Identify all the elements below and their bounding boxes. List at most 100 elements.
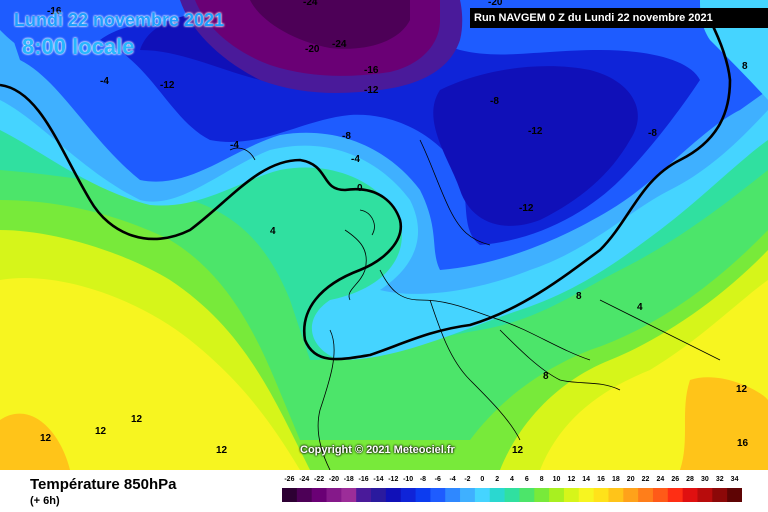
temp-label: 12 (40, 433, 52, 444)
scale-swatch (460, 488, 476, 502)
scale-label: -4 (449, 476, 456, 483)
polar-purple-core (250, 0, 410, 49)
coastlines (229, 139, 721, 470)
scale-label: 4 (510, 476, 514, 483)
scale-label: -12 (388, 476, 399, 483)
scale-label: -24 (299, 476, 310, 483)
temp-label: -8 (490, 96, 499, 107)
scale-swatch (341, 488, 357, 502)
warm-zone-southwest (0, 413, 70, 470)
scale-swatch (727, 488, 742, 502)
scale-label: -6 (434, 476, 441, 483)
scale-label: -26 (284, 476, 295, 483)
temp-label: -20 (305, 44, 320, 55)
scale-swatch (474, 488, 491, 502)
scale-swatch (296, 488, 313, 502)
scale-label: 24 (656, 476, 665, 483)
copyright: Copyright © 2021 Meteociel.fr (300, 444, 455, 456)
temp-label: -4 (351, 154, 360, 165)
temp-label: -12 (160, 80, 175, 91)
scale-label: 10 (552, 476, 561, 483)
scale-swatch (623, 488, 639, 502)
scale-swatch (385, 488, 402, 502)
forecast-date: Lundi 22 novembre 2021 (14, 10, 225, 30)
scale-label: 28 (686, 476, 694, 483)
zero-isotherm (0, 19, 732, 361)
temp-label: -12 (528, 126, 543, 137)
scale-label: 34 (730, 476, 739, 483)
temp-label: 12 (216, 445, 228, 456)
scale-label: 26 (671, 476, 680, 483)
scale-label: 18 (611, 476, 620, 483)
lead-time: (+ 6h) (30, 495, 60, 507)
temp-label: 12 (512, 445, 524, 456)
scale-swatch (534, 488, 550, 502)
scale-swatch (712, 488, 728, 502)
temp-label: 12 (736, 384, 748, 395)
scale-label: -14 (373, 476, 384, 483)
scale-label: 32 (715, 476, 724, 483)
scale-label: -8 (419, 476, 427, 483)
color-scale (282, 488, 742, 502)
scale-label: 22 (641, 476, 650, 483)
scale-swatch (563, 488, 580, 502)
scale-swatch (519, 488, 535, 502)
scale-label: 12 (567, 476, 576, 483)
temp-label: -8 (342, 131, 351, 142)
scale-swatch (638, 488, 654, 502)
temp-label: 8 (742, 61, 748, 72)
scale-swatch (504, 488, 520, 502)
scale-swatch (489, 488, 506, 502)
temp-label: -4 (100, 76, 109, 87)
scale-label: -20 (328, 476, 339, 483)
temp-label: 0 (357, 183, 363, 194)
scale-swatch (682, 488, 698, 502)
scale-swatch (326, 488, 342, 502)
temp-label: 12 (95, 426, 107, 437)
scale-swatch (371, 488, 387, 502)
temp-label: -24 (332, 39, 347, 50)
temp-label: -4 (230, 140, 239, 151)
scale-label: 14 (582, 476, 591, 483)
temp-label: -12 (364, 85, 379, 96)
forecast-local-time: 8:00 locale (22, 34, 135, 59)
scale-swatch (652, 488, 669, 502)
cold-tongue-west (0, 0, 120, 60)
scale-label: -18 (343, 476, 354, 483)
temp-label: 16 (737, 438, 749, 449)
run-info: Run NAVGEM 0 Z du Lundi 22 novembre 2021 (470, 8, 768, 28)
scale-label: 2 (495, 476, 500, 483)
warm-zone-southeast (680, 377, 768, 470)
scale-label: 16 (597, 476, 605, 483)
color-scale-labels: -26 -24 -22 -20 -18 -16 -14 -12 -10 -8 -6 -4 -2 0 2 4 6 8… (282, 476, 742, 486)
temp-label: -20 (488, 0, 503, 8)
scale-swatch (578, 488, 595, 502)
temp-label: 8 (543, 371, 549, 382)
scale-swatch (356, 488, 372, 502)
scale-swatch (667, 488, 684, 502)
temperature-map: -16 -24 -20 -24 -16 -12 -4 -12 -8 -4 -4 … (0, 0, 768, 470)
temp-label: 12 (131, 414, 143, 425)
temp-label: 4 (637, 302, 643, 313)
scale-swatch (415, 488, 431, 502)
temp-label: -8 (648, 128, 657, 139)
scale-swatch (311, 488, 328, 502)
scale-label: -16 (358, 476, 369, 483)
scale-label: -10 (403, 476, 414, 483)
scale-label: -22 (314, 476, 325, 483)
temp-label: -12 (519, 203, 534, 214)
temp-label: -16 (364, 65, 379, 76)
scale-label: -2 (464, 476, 471, 483)
scale-swatch (282, 488, 298, 502)
scale-label: 30 (700, 476, 709, 483)
variable-title: Température 850hPa (30, 476, 177, 493)
isotherm-labels: -16 -24 -20 -24 -16 -12 -4 -12 -8 -4 -4 … (40, 0, 749, 456)
scale-swatch (549, 488, 565, 502)
scale-label: 6 (524, 476, 529, 483)
scale-swatch (593, 488, 609, 502)
scale-swatch (608, 488, 624, 502)
scale-swatch (430, 488, 446, 502)
temp-label: -24 (303, 0, 318, 8)
temp-label: 8 (576, 291, 582, 302)
scale-swatch (697, 488, 713, 502)
